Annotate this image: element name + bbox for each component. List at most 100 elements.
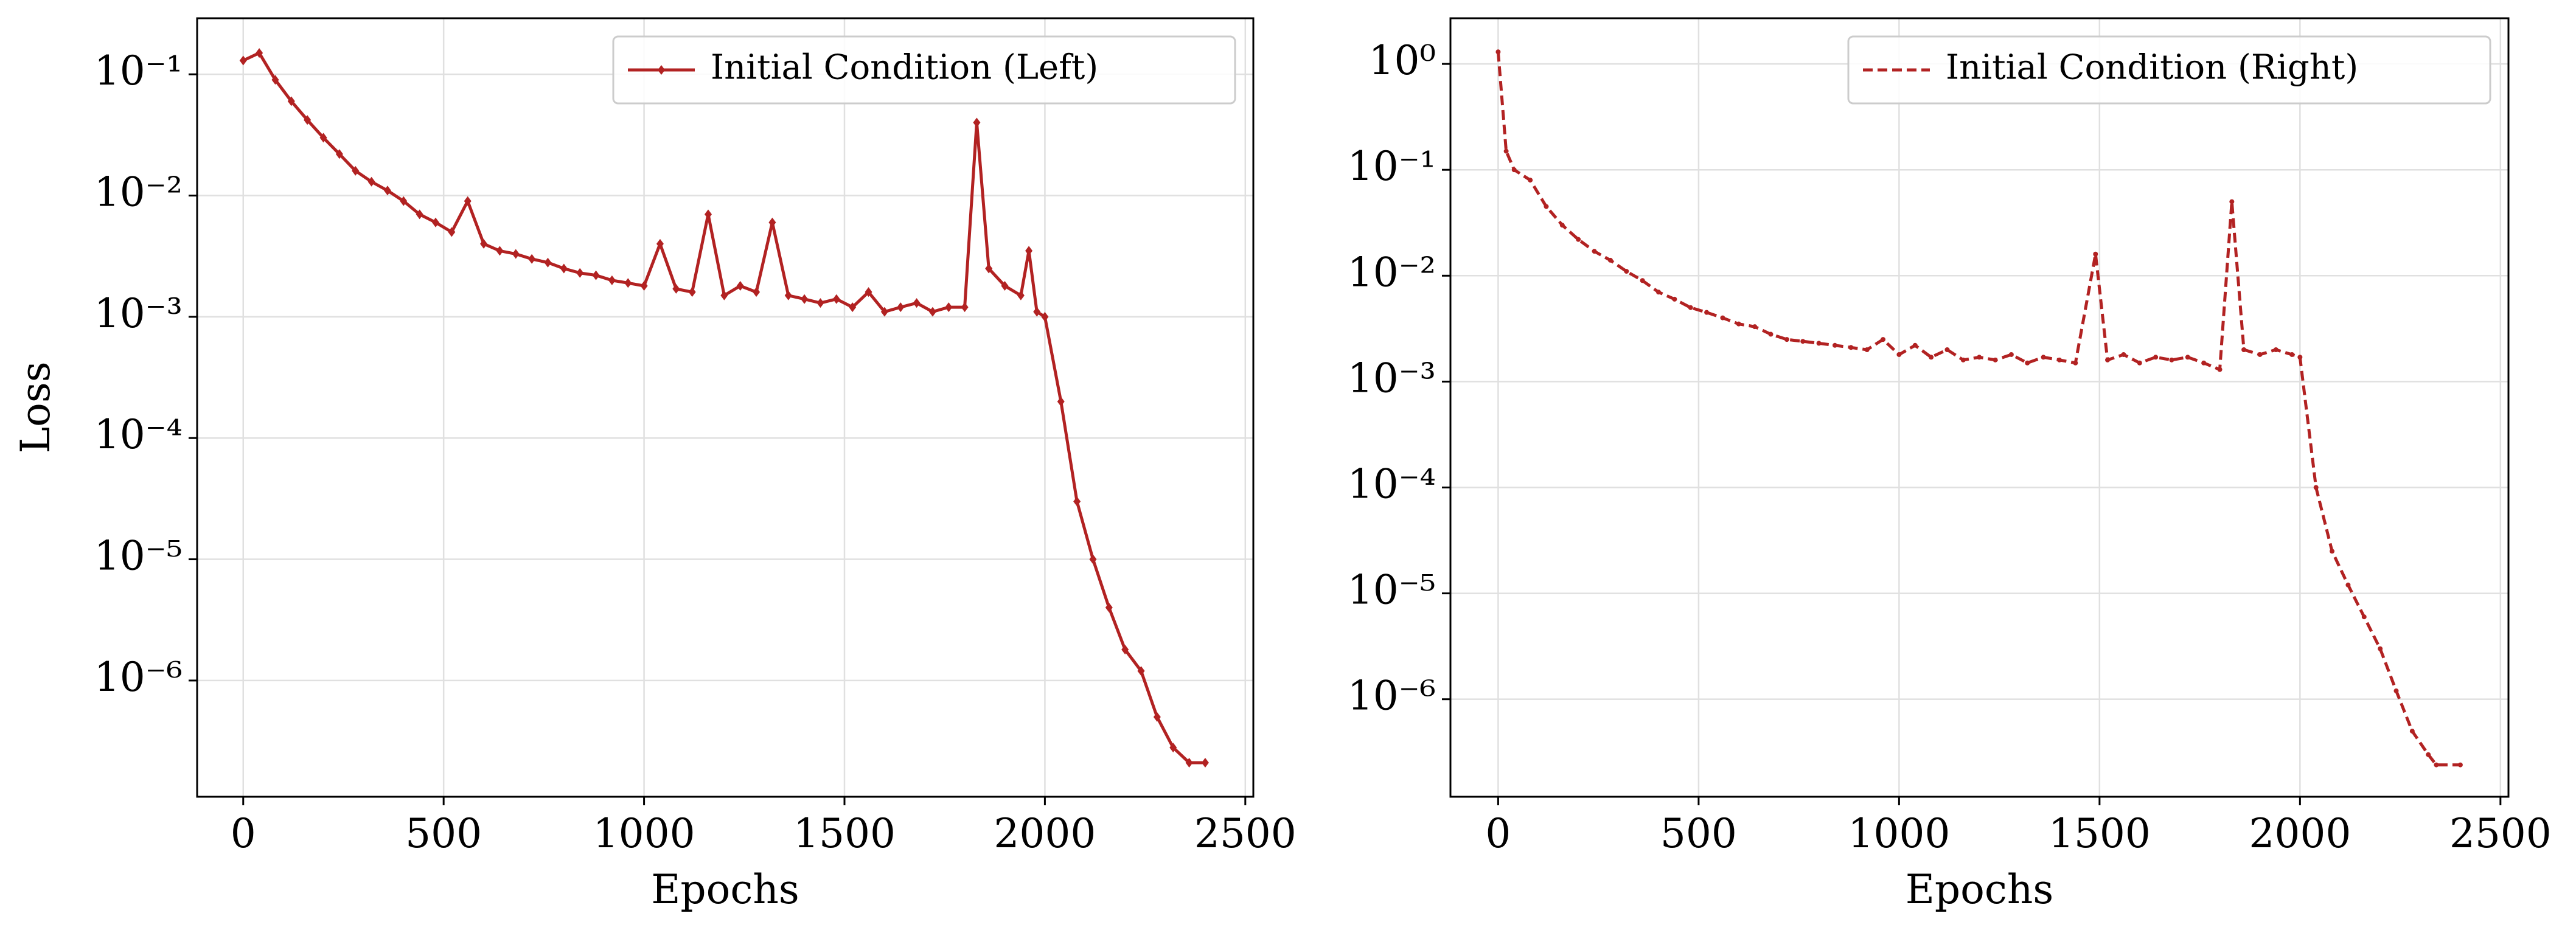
- marker: [2137, 360, 2142, 366]
- marker: [1784, 337, 1789, 342]
- marker: [416, 209, 423, 220]
- marker: [624, 278, 632, 288]
- marker: [1864, 347, 1870, 352]
- marker: [1944, 347, 1950, 352]
- marker: [1576, 237, 1581, 242]
- marker: [2361, 614, 2367, 620]
- marker: [753, 287, 761, 297]
- marker: [1912, 342, 1918, 348]
- marker: [2297, 355, 2303, 360]
- marker: [1832, 342, 1837, 348]
- marker: [1960, 357, 1966, 362]
- marker: [2169, 357, 2174, 362]
- y-tick-label: 10⁻⁵: [1348, 567, 1436, 614]
- marker: [1672, 296, 1677, 302]
- x-axis-label: Epochs: [1906, 866, 2054, 913]
- marker: [688, 287, 696, 297]
- marker: [464, 196, 472, 206]
- x-tick-label: 1000: [1848, 810, 1950, 857]
- marker: [1073, 496, 1081, 507]
- marker: [2008, 352, 2014, 357]
- x-axis-label: Epochs: [651, 866, 799, 913]
- axes-frame: [1449, 17, 2510, 798]
- marker: [768, 217, 776, 227]
- y-tick-label: 10⁻³: [1348, 355, 1436, 401]
- legend-label: Initial Condition (Left): [711, 48, 1098, 88]
- marker: [897, 302, 905, 313]
- marker: [961, 302, 969, 313]
- marker: [1025, 246, 1033, 256]
- marker: [2121, 352, 2126, 357]
- marker: [448, 227, 456, 237]
- marker: [656, 238, 664, 249]
- marker: [928, 307, 936, 317]
- marker: [784, 290, 792, 300]
- marker: [383, 186, 391, 196]
- y-tick-label: 10⁻²: [1348, 249, 1436, 296]
- marker: [608, 275, 616, 285]
- marker: [256, 48, 263, 58]
- marker: [1105, 602, 1113, 612]
- marker: [1704, 310, 1710, 315]
- marker: [512, 249, 520, 259]
- marker: [2345, 582, 2351, 588]
- marker: [1153, 712, 1161, 722]
- marker: [1137, 666, 1145, 676]
- marker: [528, 254, 536, 264]
- marker: [1592, 249, 1597, 254]
- marker: [271, 75, 279, 85]
- legend-box: [612, 35, 1236, 105]
- y-tick-label: 10⁻⁶: [1348, 673, 1436, 720]
- marker: [400, 196, 408, 206]
- y-tick-label: 10⁻⁵: [94, 533, 183, 580]
- marker: [1528, 178, 1533, 183]
- marker: [2409, 729, 2415, 734]
- marker: [2056, 357, 2062, 362]
- marker: [1057, 397, 1065, 407]
- marker: [544, 257, 552, 268]
- marker: [2426, 752, 2431, 757]
- marker: [480, 238, 488, 249]
- x-tick-label: 1500: [793, 810, 896, 857]
- marker: [736, 280, 744, 291]
- marker: [865, 287, 872, 297]
- y-tick-label: 10⁻³: [94, 290, 183, 337]
- marker: [287, 96, 295, 106]
- marker: [1121, 645, 1129, 655]
- marker: [1656, 290, 1662, 295]
- marker: [1720, 315, 1725, 321]
- marker: [1017, 290, 1025, 300]
- x-tick-label: 2500: [2449, 810, 2552, 857]
- x-tick-label: 2000: [2249, 810, 2351, 857]
- marker: [2273, 347, 2278, 352]
- y-tick-label: 10⁻¹: [94, 47, 183, 94]
- series-line: [1496, 52, 2460, 767]
- marker: [705, 209, 712, 220]
- x-tick-label: 2000: [994, 810, 1096, 857]
- marker: [1896, 352, 1902, 357]
- marker: [1881, 337, 1886, 342]
- marker: [1993, 357, 1998, 362]
- marker: [2393, 688, 2399, 693]
- marker: [239, 55, 247, 66]
- marker: [1495, 49, 1501, 55]
- marker: [1752, 324, 1758, 330]
- marker: [816, 298, 824, 308]
- marker: [1089, 554, 1097, 564]
- marker: [849, 302, 857, 313]
- marker: [432, 217, 439, 227]
- marker: [801, 294, 809, 304]
- marker: [1848, 345, 1854, 350]
- marker: [319, 133, 327, 143]
- marker: [367, 176, 375, 187]
- x-tick-label: 0: [231, 810, 256, 857]
- x-tick-label: 1000: [593, 810, 695, 857]
- y-tick-label: 10⁰: [1369, 37, 1436, 84]
- marker: [335, 149, 343, 159]
- marker: [1800, 339, 1806, 344]
- marker: [1041, 311, 1049, 322]
- marker: [1977, 355, 1982, 360]
- marker: [1929, 355, 1934, 360]
